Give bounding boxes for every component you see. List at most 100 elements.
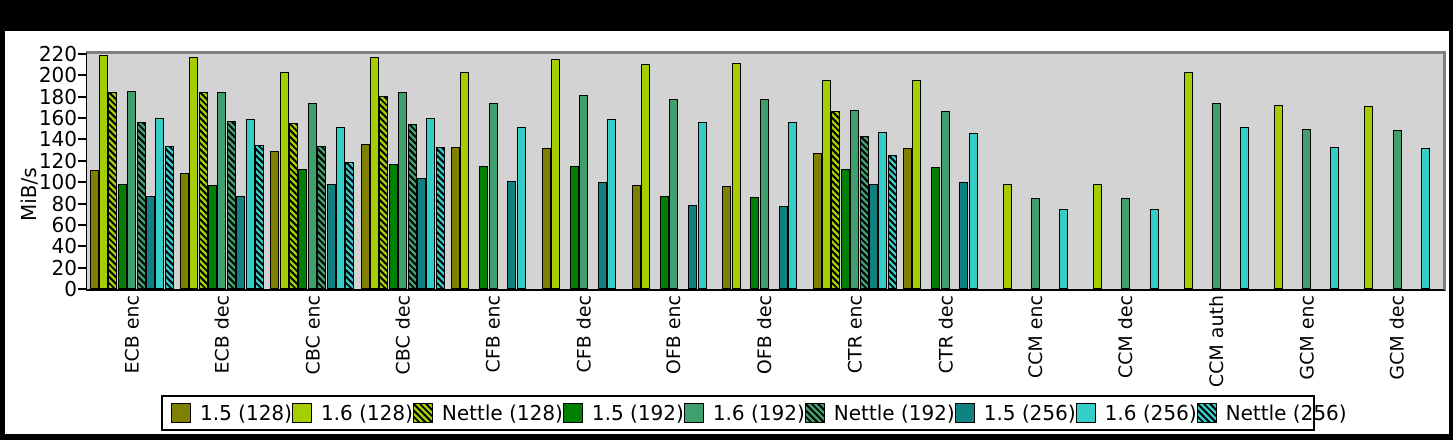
y-tick-mark <box>78 159 86 162</box>
bar-group-ofb-enc <box>629 54 719 289</box>
x-category-label: ECB dec <box>211 295 234 374</box>
bar <box>1330 147 1340 289</box>
bar <box>750 197 760 289</box>
y-tick-mark <box>78 223 86 226</box>
bar <box>426 118 436 289</box>
bar <box>1149 209 1159 289</box>
legend-item: Nettle (128) <box>412 401 563 425</box>
bar <box>208 185 218 289</box>
bar <box>507 181 517 289</box>
x-category-label: CBC dec <box>392 295 415 375</box>
bar <box>1093 184 1103 289</box>
legend-label: Nettle (128) <box>441 401 563 425</box>
bar <box>307 103 317 289</box>
bar <box>1031 198 1041 289</box>
bar <box>226 121 236 289</box>
bar <box>550 59 560 289</box>
y-tick-mark <box>78 202 86 205</box>
bar <box>155 118 165 289</box>
x-category-label: OFB dec <box>754 295 776 375</box>
legend-label: 1.5 (192) <box>591 401 684 425</box>
bar <box>878 132 888 289</box>
legend-item: 1.6 (192) <box>683 403 805 423</box>
bar <box>1183 72 1193 289</box>
bar <box>236 196 246 289</box>
legend-swatch-icon <box>804 403 825 423</box>
legend-swatch-icon <box>1196 403 1217 423</box>
legend-swatch-icon <box>683 403 704 423</box>
bar-group-cbc-enc <box>268 54 358 289</box>
x-category-label: ECB enc <box>121 295 144 374</box>
bar <box>840 169 850 289</box>
x-category-label: CCM enc <box>1025 295 1048 379</box>
bar <box>217 92 227 289</box>
legend-label: 1.5 (256) <box>983 401 1076 425</box>
bar <box>631 185 641 289</box>
plot-inner <box>87 54 1443 289</box>
bar <box>1274 105 1284 289</box>
bar <box>931 167 941 289</box>
bar <box>597 182 607 289</box>
bar <box>869 184 879 289</box>
y-tick-label: 40 <box>51 234 77 259</box>
bar <box>407 124 417 289</box>
y-tick-label: 80 <box>51 191 77 216</box>
x-category-label: CTR dec <box>934 295 957 374</box>
y-tick-label: 220 <box>38 42 77 66</box>
y-tick-mark <box>78 117 86 120</box>
bar <box>822 80 832 289</box>
bar <box>516 127 526 289</box>
bar-group-ctr-enc <box>810 54 900 289</box>
bar <box>435 147 445 289</box>
bar <box>108 92 118 289</box>
bar-group-ecb-dec <box>177 54 267 289</box>
bar <box>360 144 370 289</box>
bar <box>388 164 398 289</box>
y-tick-label: 180 <box>38 84 77 109</box>
x-category-label: GCM enc <box>1296 295 1319 380</box>
bar <box>759 99 769 289</box>
y-tick-mark <box>78 181 86 184</box>
bar-group-ctr-dec <box>901 54 991 289</box>
legend-item: 1.6 (128) <box>291 403 413 423</box>
legend: 1.5 (128) 1.6 (128) Nettle (128) 1.5 (192) 1… <box>161 395 1347 431</box>
legend-item: 1.5 (128) <box>171 403 292 423</box>
y-tick-label: 200 <box>38 63 77 88</box>
bar <box>1420 148 1430 289</box>
bar <box>812 153 822 289</box>
legend-swatch-icon <box>291 403 312 423</box>
bar <box>370 57 380 289</box>
bar <box>398 92 408 289</box>
y-tick-mark <box>78 138 86 141</box>
legend-item: 1.5 (192) <box>562 401 684 425</box>
bar-group-gcm-dec <box>1353 54 1443 289</box>
chart-canvas: MiB/s 0 20 40 60 80 100 120 140 160 180 200 220 ECB… <box>5 31 1449 434</box>
bar <box>850 110 860 289</box>
y-tick-mark <box>78 288 86 290</box>
bar <box>1364 106 1374 289</box>
x-category-label: CCM auth <box>1206 295 1228 388</box>
bar <box>912 80 922 289</box>
bar <box>179 173 189 289</box>
bar <box>778 206 788 289</box>
bar <box>317 146 327 289</box>
bar <box>189 57 199 289</box>
bar <box>198 92 208 289</box>
bar <box>940 111 950 289</box>
bar <box>270 151 280 289</box>
legend-item: 1.6 (256) <box>1075 403 1197 423</box>
bar <box>1302 129 1312 289</box>
bar <box>660 196 670 289</box>
y-tick-label: 60 <box>51 212 77 237</box>
bar-group-cfb-dec <box>539 54 629 289</box>
bar <box>451 147 461 289</box>
y-tick-label: 160 <box>38 106 77 131</box>
x-category-label: CBC enc <box>302 295 324 375</box>
bar <box>697 122 707 289</box>
bar <box>417 178 427 289</box>
y-tick-mark <box>78 266 86 269</box>
legend-swatch-icon <box>1075 403 1096 423</box>
bar <box>1240 127 1250 289</box>
x-category-label: GCM dec <box>1386 295 1409 380</box>
bar <box>255 145 265 289</box>
